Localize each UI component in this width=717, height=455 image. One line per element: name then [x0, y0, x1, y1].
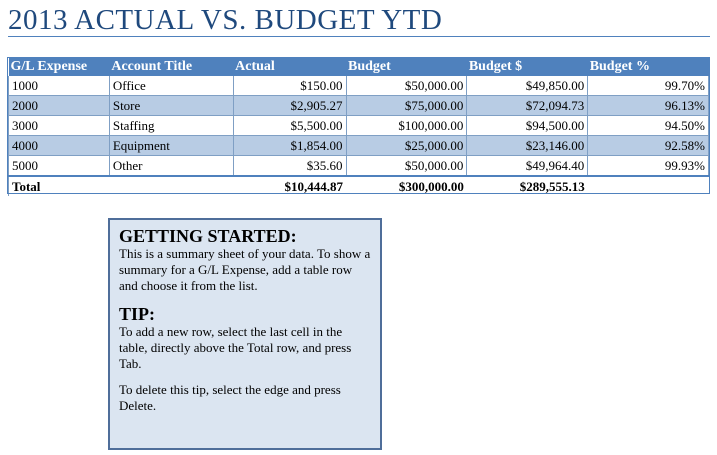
header-budget-dollar[interactable]: Budget $: [466, 58, 588, 76]
account-cell[interactable]: Other: [109, 155, 234, 177]
header-budget[interactable]: Budget: [346, 58, 467, 76]
total-row: Total $10,444.87 $300,000.00 $289,555.13: [8, 175, 709, 196]
budget-cell[interactable]: $25,000.00: [346, 135, 468, 156]
budget-dollar-cell[interactable]: $49,964.40: [466, 155, 589, 177]
budget-cell[interactable]: $50,000.00: [346, 155, 468, 177]
table-row: 2000 Store $2,905.27 $75,000.00 $72,094.…: [8, 95, 709, 116]
table-row: 4000 Equipment $1,854.00 $25,000.00 $23,…: [8, 135, 709, 156]
total-budget[interactable]: $300,000.00: [346, 175, 467, 196]
table-row: 5000 Other $35.60 $50,000.00 $49,964.40 …: [8, 155, 709, 177]
total-budget-dollar[interactable]: $289,555.13: [466, 175, 588, 196]
header-gl-expense[interactable]: G/L Expense: [8, 58, 110, 76]
total-label[interactable]: Total: [8, 175, 110, 196]
budget-dollar-cell[interactable]: $72,094.73: [466, 95, 589, 116]
getting-started-text: This is a summary sheet of your data. To…: [119, 246, 371, 293]
account-cell[interactable]: Staffing: [109, 115, 234, 136]
getting-started-heading: GETTING STARTED:: [119, 226, 297, 246]
actual-cell[interactable]: $2,905.27: [233, 95, 347, 116]
budget-percent-cell[interactable]: 96.13%: [587, 95, 709, 116]
gl-cell[interactable]: 5000: [8, 155, 110, 177]
table-header-row: G/L Expense Account Title Actual Budget …: [8, 58, 709, 76]
budget-cell[interactable]: $75,000.00: [346, 95, 468, 116]
tip-text-delete: To delete this tip, select the edge and …: [119, 382, 341, 413]
sheet-title: 2013 ACTUAL VS. BUDGET YTD: [8, 4, 443, 36]
budget-percent-cell[interactable]: 94.50%: [587, 115, 709, 136]
account-cell[interactable]: Equipment: [109, 135, 234, 156]
getting-started-tip-box[interactable]: GETTING STARTED: This is a summary sheet…: [108, 218, 382, 450]
budget-percent-cell[interactable]: 99.93%: [587, 155, 709, 177]
actual-cell[interactable]: $35.60: [233, 155, 347, 177]
account-cell[interactable]: Store: [109, 95, 234, 116]
header-actual[interactable]: Actual: [233, 58, 346, 76]
budget-percent-cell[interactable]: 99.70%: [587, 76, 709, 96]
account-cell[interactable]: Office: [109, 76, 234, 96]
gl-cell[interactable]: 1000: [8, 76, 110, 96]
budget-dollar-cell[interactable]: $94,500.00: [466, 115, 589, 136]
header-budget-percent[interactable]: Budget %: [587, 58, 709, 76]
table-row: 1000 Office $150.00 $50,000.00 $49,850.0…: [8, 76, 709, 96]
title-underline: [8, 36, 710, 37]
budget-cell[interactable]: $100,000.00: [346, 115, 468, 136]
gl-cell[interactable]: 4000: [8, 135, 110, 156]
tip-text-add-row: To add a new row, select the last cell i…: [119, 324, 352, 371]
actual-vs-budget-table: G/L Expense Account Title Actual Budget …: [8, 58, 709, 196]
gl-cell[interactable]: 2000: [8, 95, 110, 116]
total-actual[interactable]: $10,444.87: [233, 175, 346, 196]
total-account-cell[interactable]: [109, 175, 234, 196]
actual-cell[interactable]: $1,854.00: [233, 135, 347, 156]
budget-percent-cell[interactable]: 92.58%: [587, 135, 709, 156]
table-row: 3000 Staffing $5,500.00 $100,000.00 $94,…: [8, 115, 709, 136]
budget-dollar-cell[interactable]: $23,146.00: [466, 135, 589, 156]
actual-cell[interactable]: $5,500.00: [233, 115, 347, 136]
gl-cell[interactable]: 3000: [8, 115, 110, 136]
total-budget-percent[interactable]: [587, 175, 709, 196]
header-account-title[interactable]: Account Title: [109, 58, 234, 76]
tip-heading: TIP:: [119, 304, 155, 324]
budget-cell[interactable]: $50,000.00: [346, 76, 468, 96]
actual-cell[interactable]: $150.00: [233, 76, 347, 96]
budget-dollar-cell[interactable]: $49,850.00: [466, 76, 589, 96]
